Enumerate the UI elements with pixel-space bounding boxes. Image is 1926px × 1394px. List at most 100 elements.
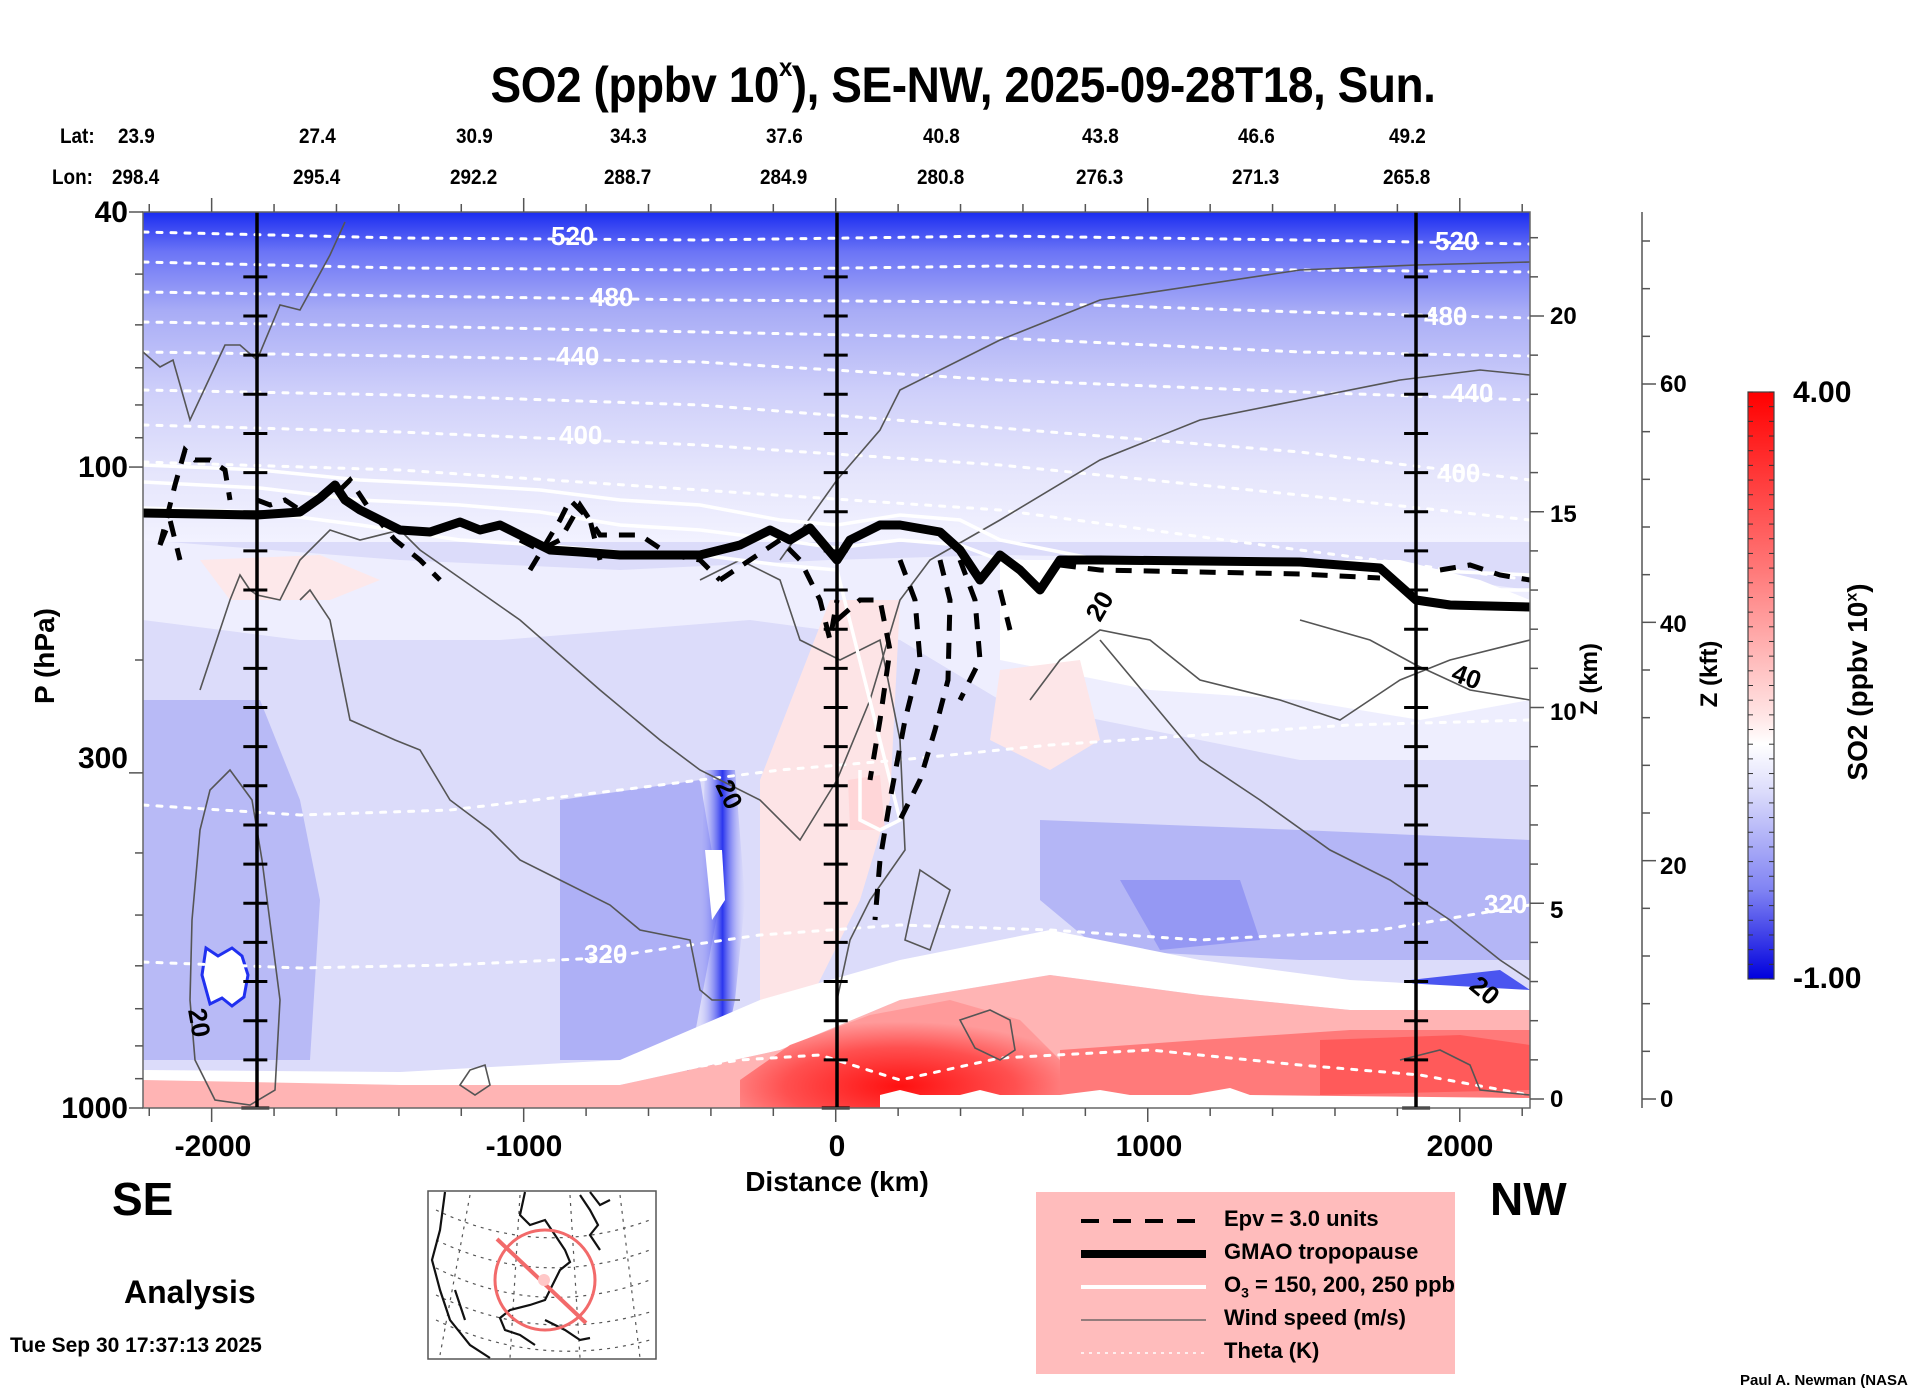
wind-contour [779,261,1530,561]
direction-right-label: NW [1490,1173,1567,1225]
zkm-tick-10: 10 [1550,699,1577,726]
epv-line [1439,562,1530,583]
theta-label: 480 [590,282,633,312]
tropopause-path [143,480,1530,612]
lat-value: 30.9 [456,125,493,148]
theta-label: 400 [1437,458,1480,488]
zkft-tick-0: 0 [1660,1086,1674,1113]
theta-label: 480 [1424,301,1467,331]
z-kft-axis-title: Z (kft) [1696,640,1723,708]
x-tick-2000: 2000 [1426,1130,1494,1163]
epv-line [997,589,1013,631]
theta-label: 440 [1450,378,1493,408]
lon-label: Lon: [52,166,93,189]
theta-label: 520 [551,221,594,251]
legend-item-theta: Theta (K) [1036,1336,1456,1370]
epv-line [338,476,442,582]
map-graticule [435,1194,651,1359]
lon-value: 292.2 [450,166,498,189]
theta-line [143,350,1530,402]
field-blue-mid [560,780,720,1060]
theta-line [143,460,1530,582]
colorbar-ticks [1748,391,1774,980]
field-blue-core [1120,880,1260,950]
field-blue-streak [700,770,745,1070]
zkft-tick-20: 20 [1660,853,1687,880]
x-tick--2000: -2000 [174,1130,252,1163]
theta-label: 320 [1484,889,1527,919]
map-range-circle [493,1228,597,1332]
zkm-tick-20: 20 [1550,303,1577,330]
field-missing-strip [880,1088,1530,1108]
legend-item-tropopause: GMAO tropopause [1036,1237,1456,1271]
epv-line [872,559,923,921]
theta-line [143,718,1530,817]
x-tick--1000: -1000 [485,1130,563,1163]
theta-label: 320 [584,939,627,969]
wind-contour [904,868,951,952]
z-kft-ticks [1642,240,1656,1100]
product-label: Analysis [124,1274,256,1310]
theta-label: 440 [556,341,599,371]
legend-item-wind: Wind speed (m/s) [1036,1303,1456,1337]
theta-line [143,290,1530,320]
tropopause-line [143,480,1530,612]
field-pink-column [760,600,900,1020]
colorbar-max-label: 4.00 [1793,376,1852,409]
y-axis-title: P (hPa) [29,608,60,704]
title-superscript: x [778,52,792,82]
zkft-tick-60: 60 [1660,371,1687,398]
epv-line [957,559,983,702]
lat-value: 23.9 [118,125,155,148]
theta-contours [143,230,1530,1097]
theta-line [143,260,1530,274]
epv-line [527,495,603,572]
field-missing-patch [705,850,725,920]
z-km-axis-title: Z (km) [1576,643,1603,715]
theta-line [143,230,1530,246]
lon-value: 295.4 [293,166,341,189]
epv-contours [157,445,1530,921]
legend-item-ozone: O3 = 150, 200, 250 ppb [1036,1270,1456,1304]
colorbar-min-label: -1.00 [1793,962,1862,995]
epv-line [1059,562,1381,581]
theta-line [143,423,1530,522]
credit: Paul A. Newman (NASA [1740,1372,1908,1389]
wind-contour [958,1009,1016,1061]
lon-value: 298.4 [112,166,160,189]
lat-value: 43.8 [1082,125,1119,148]
axis-ticks [129,198,1544,1122]
field-blue-right [1040,820,1530,960]
theta-line [143,903,1530,970]
epv-line [256,497,302,513]
map-center-marker [538,1274,550,1286]
lat-label: Lat: [60,125,95,148]
zkm-tick-5: 5 [1550,897,1564,924]
wind-contour [143,221,346,423]
field-pink-patch [990,660,1100,770]
lat-value: 49.2 [1389,125,1426,148]
zkm-tick-15: 15 [1550,501,1577,528]
epv-line [835,597,893,781]
zkft-tick-40: 40 [1660,611,1687,638]
vertical-markers [255,212,1418,1108]
field-missing-patch [200,945,250,1008]
wind-contour [1399,1049,1530,1096]
wind-contour [299,588,740,1001]
theta-line [143,388,1530,482]
field-red-core [740,1000,1060,1108]
lat-value: 34.3 [610,125,647,148]
lon-value: 280.8 [917,166,965,189]
legend-swatch-dashed [1081,1219,1196,1223]
x-tick-1000: 1000 [1115,1130,1183,1163]
colorbar-title: SO2 (ppbv 10x) [1842,583,1873,781]
legend: Epv = 3.0 units GMAO tropopause O3 = 150… [1036,1192,1455,1374]
y-tick-40: 40 [94,196,128,229]
lat-value: 37.6 [766,125,803,148]
wind-label: 20 [182,1006,217,1040]
legend-swatch-thick [1081,1250,1206,1258]
y-tick-1000: 1000 [61,1092,128,1125]
wind-contour [1099,639,1530,981]
map-inset [427,1190,657,1360]
